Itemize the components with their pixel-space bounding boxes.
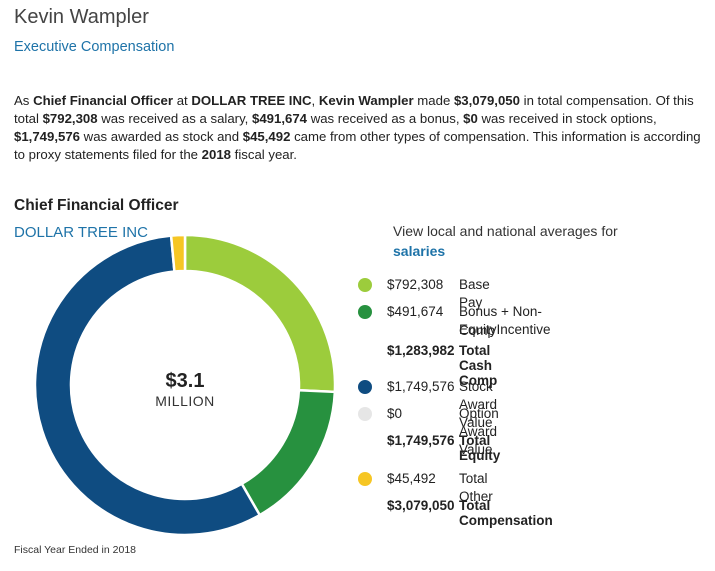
summary-text: in total compensation. Of this total (14, 93, 694, 126)
stock-award-legend-dot (358, 380, 372, 394)
summary-company: DOLLAR TREE INC (191, 93, 312, 108)
summary-stock: $1,749,576 (14, 129, 81, 144)
total-compensation-value: $3,079,050 (387, 498, 455, 513)
total-other-legend-dot (358, 472, 372, 486)
summary-text: came from other types of compensation. T… (14, 129, 701, 162)
summary-title: Chief Financial Officer (33, 93, 174, 108)
summary-text: fiscal year. (231, 147, 297, 162)
stock-award-value: $1,749,576 (387, 379, 455, 394)
option-award-legend-dot (358, 407, 372, 421)
salaries-link[interactable]: salaries (393, 243, 446, 259)
total-other-value: $45,492 (387, 471, 436, 486)
compensation-summary: As Chief Financial Officer at DOLLAR TRE… (14, 92, 704, 164)
total-cash-comp-label: Total Cash Comp (459, 343, 498, 388)
company-link[interactable]: DOLLAR TREE INC (14, 224, 148, 241)
summary-text: , (311, 93, 319, 108)
bonus-value: $491,674 (387, 304, 444, 319)
summary-text: As (14, 93, 34, 108)
total-cash-comp-value: $1,283,982 (387, 343, 455, 358)
base-pay-label: Base Pay (459, 277, 490, 310)
total-compensation-label: Total Compensation (459, 498, 553, 528)
option-award-value: $0 (387, 406, 403, 421)
summary-total: $3,079,050 (453, 93, 520, 108)
summary-options: $0 (463, 111, 478, 126)
summary-text: made (413, 93, 454, 108)
summary-bonus: $491,674 (252, 111, 308, 126)
summary-other: $45,492 (242, 129, 291, 144)
fiscal-year-footer: Fiscal Year Ended in 2018 (14, 544, 137, 556)
option-award-label: Option Award Value (459, 406, 499, 457)
summary-text: was received in stock options, (477, 111, 657, 126)
summary-text: was awarded as stock and (80, 129, 243, 144)
section-title: Chief Financial Officer (14, 197, 179, 214)
stock-award-label: Stock Award Value (459, 379, 498, 430)
donut-center-unit: MILLION (155, 393, 215, 409)
summary-text: at (173, 93, 192, 108)
bonus-slice[interactable] (240, 388, 337, 517)
base-pay-value: $792,308 (387, 277, 444, 292)
averages-text: View local and national averages for (393, 223, 618, 239)
summary-salary: $792,308 (42, 111, 98, 126)
base-pay-slice[interactable] (183, 233, 337, 394)
stock-award-slice[interactable] (33, 234, 262, 537)
total-other-slice[interactable] (169, 233, 187, 273)
total-other-label: Total Other (459, 471, 493, 504)
summary-name: Kevin Wampler (318, 93, 414, 108)
total-equity-label: Total Equity (459, 433, 501, 463)
total-equity-value: $1,749,576 (387, 433, 455, 448)
executive-compensation-link[interactable]: Executive Compensation (14, 39, 175, 55)
bonus-label-continued: Comp (459, 323, 496, 338)
donut-center-value: $3.1 (165, 370, 205, 392)
executive-name: Kevin Wampler (14, 6, 149, 28)
bonus-legend-dot (358, 305, 372, 319)
bonus-label: Bonus + Non-EquityIncentive (459, 304, 551, 337)
summary-text: was received as a bonus, (307, 111, 464, 126)
summary-text: was received as a salary, (97, 111, 253, 126)
base-pay-legend-dot (358, 278, 372, 292)
summary-year: 2018 (201, 147, 231, 162)
